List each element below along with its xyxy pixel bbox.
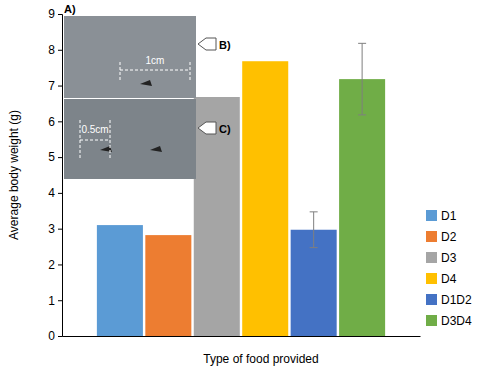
error-bar <box>310 212 318 248</box>
y-tick-label: 4 <box>48 186 55 200</box>
photo-panel <box>64 16 196 98</box>
y-tick-label: 5 <box>48 150 55 164</box>
annotation: A) <box>64 3 76 15</box>
legend: D1D2D3D4D1D2D3D4 <box>426 209 472 328</box>
y-tick-label: 6 <box>48 115 55 129</box>
y-tick-label: 8 <box>48 43 55 57</box>
y-tick-mark <box>58 121 62 122</box>
y-tick: 1 <box>48 294 62 308</box>
bar <box>97 225 143 336</box>
legend-label: D3D4 <box>441 314 472 328</box>
bar <box>242 61 288 336</box>
annotation: 0.5cm <box>81 124 108 135</box>
legend-item: D4 <box>426 272 457 286</box>
bar <box>145 235 191 336</box>
annotation: 1cm <box>146 55 165 66</box>
y-tick: 8 <box>48 43 62 57</box>
legend-swatch <box>426 210 437 221</box>
y-tick-label: 3 <box>48 222 55 236</box>
bar <box>339 79 385 336</box>
y-tick-label: 2 <box>48 258 55 272</box>
legend-swatch <box>426 231 437 242</box>
legend-swatch <box>426 315 437 326</box>
legend-label: D1 <box>441 209 457 223</box>
legend-item: D1 <box>426 209 457 223</box>
legend-item: D3D4 <box>426 314 472 328</box>
legend-swatch <box>426 273 437 284</box>
y-tick-mark <box>58 14 62 15</box>
y-tick-mark <box>58 229 62 230</box>
legend-swatch <box>426 294 437 305</box>
y-tick: 2 <box>48 258 62 272</box>
y-tick: 3 <box>48 222 62 236</box>
y-tick: 5 <box>48 150 62 164</box>
inset-photo <box>64 16 216 179</box>
legend-swatch <box>426 252 437 263</box>
y-tick-mark <box>58 336 62 337</box>
y-tick-label: 0 <box>48 329 55 343</box>
error-bar <box>358 43 366 115</box>
annotation: B) <box>219 39 231 51</box>
legend-label: D4 <box>441 272 457 286</box>
x-axis-title: Type of food provided <box>203 352 318 366</box>
y-tick: 4 <box>48 186 62 200</box>
legend-item: D1D2 <box>426 293 472 307</box>
y-tick-label: 1 <box>48 294 55 308</box>
y-tick-mark <box>58 264 62 265</box>
annotation: C) <box>219 123 231 135</box>
legend-item: D2 <box>426 230 457 244</box>
y-tick-label: 9 <box>48 7 55 21</box>
y-tick-mark <box>58 50 62 51</box>
larva <box>140 80 152 86</box>
legend-label: D3 <box>441 251 457 265</box>
y-tick-mark <box>58 157 62 158</box>
y-tick-mark <box>58 193 62 194</box>
arrow <box>198 38 216 50</box>
arrow <box>198 122 216 134</box>
y-axis-line <box>58 15 63 337</box>
x-axis <box>63 336 421 337</box>
y-tick-mark <box>58 300 62 301</box>
bar <box>194 97 240 336</box>
y-tick-mark <box>58 86 62 87</box>
legend-item: D3 <box>426 251 457 265</box>
legend-label: D1D2 <box>441 293 472 307</box>
y-tick: 7 <box>48 79 62 93</box>
chart: 0 1 2 3 4 5 6 7 8 9 Average body weight (g) Type of… <box>0 0 496 371</box>
y-tick: 9 <box>48 7 62 21</box>
y-tick-label: 7 <box>48 79 55 93</box>
legend-label: D2 <box>441 230 457 244</box>
larva <box>100 146 162 152</box>
x-axis-line <box>63 336 421 337</box>
y-tick: 0 <box>48 329 62 343</box>
y-axis-title: Average body weight (g) <box>7 110 21 240</box>
y-axis: 0 1 2 3 4 5 6 7 8 9 <box>48 7 62 343</box>
photo-panel <box>64 99 196 179</box>
measure-line <box>80 120 110 160</box>
y-tick: 6 <box>48 115 62 129</box>
